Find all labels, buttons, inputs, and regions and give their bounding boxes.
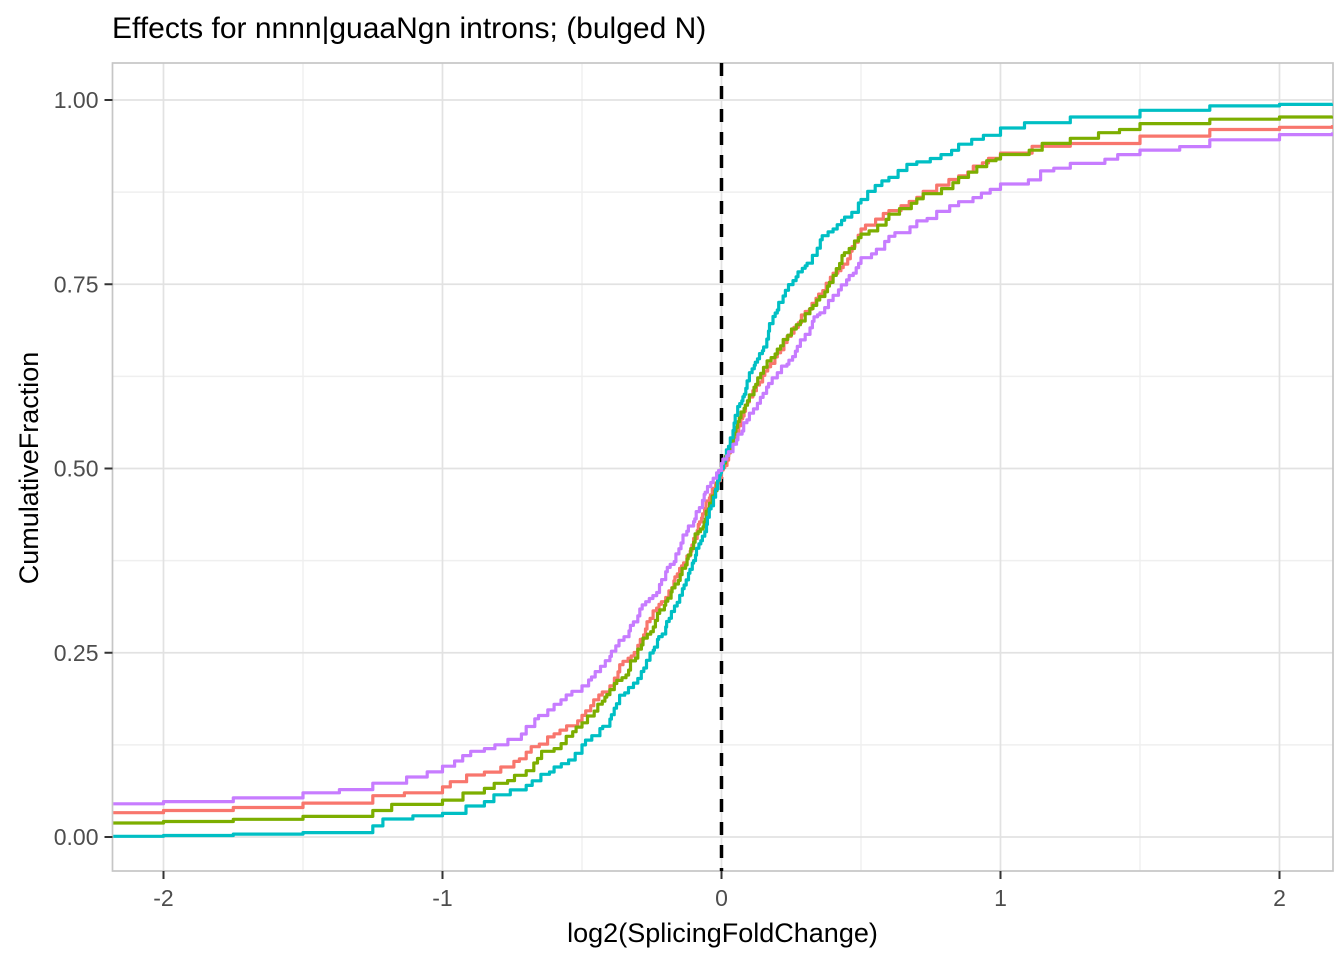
x-tick-label: 0 <box>715 885 728 911</box>
x-axis-title: log2(SplicingFoldChange) <box>567 918 878 948</box>
y-axis-title: CumulativeFraction <box>14 351 44 585</box>
y-tick-label: 0.50 <box>54 456 99 482</box>
gridlines-minor <box>112 63 1333 871</box>
y-tick-label: 0.25 <box>54 640 99 666</box>
y-tick-label: 0.00 <box>54 824 99 850</box>
x-tick-label: -2 <box>153 885 173 911</box>
y-tick-label: 0.75 <box>54 271 99 297</box>
axes: -2 -1 0 1 2 0.00 0.25 0.50 0.75 1.00 <box>54 87 1286 911</box>
ecdf-curves <box>113 102 1333 838</box>
x-tick-label: -1 <box>432 885 452 911</box>
y-tick-label: 1.00 <box>54 87 99 113</box>
ecdf-curve-series-teal <box>113 102 1333 838</box>
chart-title: Effects for nnnn|guaaNgn introns; (bulge… <box>112 12 707 45</box>
x-tick-label: 1 <box>994 885 1007 911</box>
ecdf-curve-series-purple <box>113 132 1333 806</box>
x-tick-label: 2 <box>1273 885 1286 911</box>
